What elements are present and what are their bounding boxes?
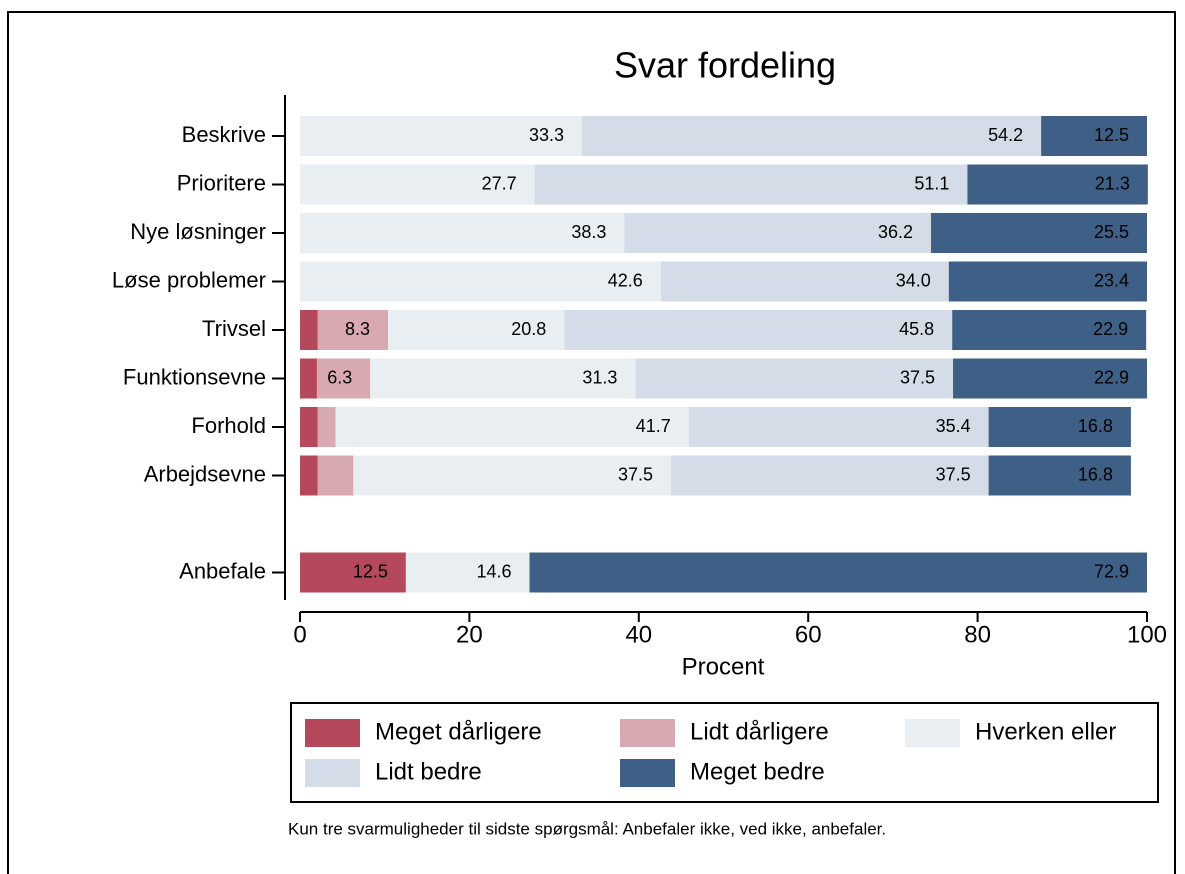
footnote: Kun tre svarmuligheder til sidste spørgs…	[288, 819, 886, 838]
bar-segment	[300, 164, 535, 205]
y-tick-label: Trivsel	[202, 316, 266, 341]
x-axis-label: Procent	[682, 653, 765, 680]
legend-label: Hverken eller	[975, 718, 1116, 745]
chart-title: Svar fordeling	[614, 45, 836, 86]
bar-segment	[388, 310, 565, 350]
bar-segment	[300, 310, 318, 350]
x-tick-label: 0	[293, 621, 306, 648]
data-label: 22.9	[1094, 367, 1129, 387]
bar-segment	[624, 213, 932, 253]
bar-segment	[529, 552, 1147, 593]
bar-segment	[300, 261, 661, 302]
bar-segment	[300, 213, 625, 253]
data-label: 37.5	[900, 367, 935, 387]
bar-segment	[988, 407, 1131, 447]
bar-segment	[317, 407, 336, 447]
bar-segment	[948, 261, 1147, 302]
bar-segment	[564, 310, 953, 350]
data-label: 31.3	[582, 367, 617, 387]
legend-label: Lidt dårligere	[690, 718, 829, 745]
y-tick-label: Beskrive	[182, 122, 266, 147]
frame	[7, 11, 1176, 874]
x-tick-label: 20	[456, 621, 483, 648]
bar-segment	[405, 552, 530, 593]
bar-segment	[300, 116, 583, 156]
data-label: 41.7	[636, 416, 671, 436]
data-label: 54.2	[988, 125, 1023, 145]
y-tick-label: Funktionsevne	[123, 364, 266, 389]
data-label: 33.3	[529, 125, 564, 145]
data-label: 12.5	[353, 561, 388, 581]
data-label: 16.8	[1078, 416, 1113, 436]
data-label: 34.0	[896, 270, 931, 290]
bar-segment	[688, 407, 989, 447]
bar-segment	[317, 310, 389, 350]
legend-label: Meget bedre	[690, 758, 825, 785]
x-tick-label: 100	[1127, 621, 1167, 648]
data-label: 51.1	[914, 173, 949, 193]
bar-segment	[316, 358, 371, 399]
bar-segment	[988, 455, 1131, 496]
bar-segment	[317, 455, 354, 496]
y-tick-label: Løse problemer	[112, 267, 266, 292]
legend-label: Meget dårligere	[375, 718, 542, 745]
data-label: 12.5	[1094, 125, 1129, 145]
y-tick-label: Forhold	[191, 413, 266, 438]
data-label: 35.4	[936, 416, 971, 436]
data-label: 8.3	[345, 319, 370, 339]
y-tick-label: Nye løsninger	[130, 219, 266, 244]
legend-box	[290, 702, 1159, 803]
bar-segment	[335, 407, 689, 447]
data-label: 45.8	[899, 319, 934, 339]
y-tick-label: Arbejdsevne	[144, 461, 266, 486]
data-label: 22.9	[1093, 319, 1128, 339]
data-label: 21.3	[1095, 173, 1130, 193]
bar-segment	[967, 164, 1148, 205]
bar-segment	[931, 213, 1147, 253]
data-label: 25.5	[1094, 222, 1129, 242]
x-tick-label: 40	[625, 621, 652, 648]
bar-segment	[660, 261, 949, 302]
legend-swatch	[305, 759, 360, 787]
legend-swatch	[305, 719, 360, 747]
legend-label: Lidt bedre	[375, 758, 482, 785]
data-label: 23.4	[1094, 270, 1129, 290]
bar-segment	[582, 116, 1042, 156]
bar-segment	[300, 358, 317, 399]
legend-swatch	[620, 719, 675, 747]
bar-segment	[953, 358, 1147, 399]
x-tick-label: 80	[964, 621, 991, 648]
data-label: 37.5	[618, 464, 653, 484]
data-label: 36.2	[878, 222, 913, 242]
bar-segment	[952, 310, 1147, 350]
bar-segment	[635, 358, 954, 399]
data-label: 27.7	[482, 173, 517, 193]
bar-segment	[370, 358, 636, 399]
data-label: 6.3	[327, 367, 352, 387]
bar-segment	[534, 164, 968, 205]
data-label: 16.8	[1078, 464, 1113, 484]
legend-swatch	[905, 719, 960, 747]
bar-segment	[300, 407, 318, 447]
bar-segment	[670, 455, 989, 496]
data-label: 14.6	[476, 561, 511, 581]
bar-segment	[300, 552, 406, 593]
bar-segment	[353, 455, 671, 496]
x-tick-label: 60	[795, 621, 822, 648]
legend-swatch	[620, 759, 675, 787]
bar-segment	[300, 455, 318, 496]
data-label: 42.6	[608, 270, 643, 290]
data-label: 20.8	[511, 319, 546, 339]
y-tick-label: Anbefale	[179, 558, 266, 583]
y-tick-label: Prioritere	[177, 170, 266, 195]
data-label: 38.3	[571, 222, 606, 242]
bar-segment	[1041, 116, 1147, 156]
data-label: 37.5	[936, 464, 971, 484]
data-label: 72.9	[1094, 561, 1129, 581]
